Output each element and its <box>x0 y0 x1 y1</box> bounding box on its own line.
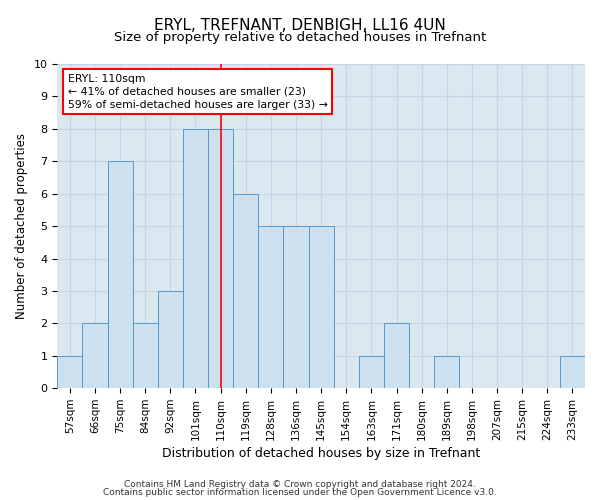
Bar <box>233 194 259 388</box>
Bar <box>283 226 308 388</box>
Bar <box>560 356 585 388</box>
Text: ERYL, TREFNANT, DENBIGH, LL16 4UN: ERYL, TREFNANT, DENBIGH, LL16 4UN <box>154 18 446 32</box>
Bar <box>208 129 233 388</box>
Text: ERYL: 110sqm
← 41% of detached houses are smaller (23)
59% of semi-detached hous: ERYL: 110sqm ← 41% of detached houses ar… <box>68 74 328 110</box>
Bar <box>107 162 133 388</box>
Bar <box>183 129 208 388</box>
Y-axis label: Number of detached properties: Number of detached properties <box>15 133 28 319</box>
Bar <box>133 324 158 388</box>
Text: Size of property relative to detached houses in Trefnant: Size of property relative to detached ho… <box>114 31 486 44</box>
Bar <box>57 356 82 388</box>
Bar <box>384 324 409 388</box>
Text: Contains HM Land Registry data © Crown copyright and database right 2024.: Contains HM Land Registry data © Crown c… <box>124 480 476 489</box>
X-axis label: Distribution of detached houses by size in Trefnant: Distribution of detached houses by size … <box>162 447 480 460</box>
Bar <box>82 324 107 388</box>
Text: Contains public sector information licensed under the Open Government Licence v3: Contains public sector information licen… <box>103 488 497 497</box>
Bar <box>434 356 460 388</box>
Bar <box>259 226 283 388</box>
Bar <box>308 226 334 388</box>
Bar <box>158 291 183 388</box>
Bar <box>359 356 384 388</box>
